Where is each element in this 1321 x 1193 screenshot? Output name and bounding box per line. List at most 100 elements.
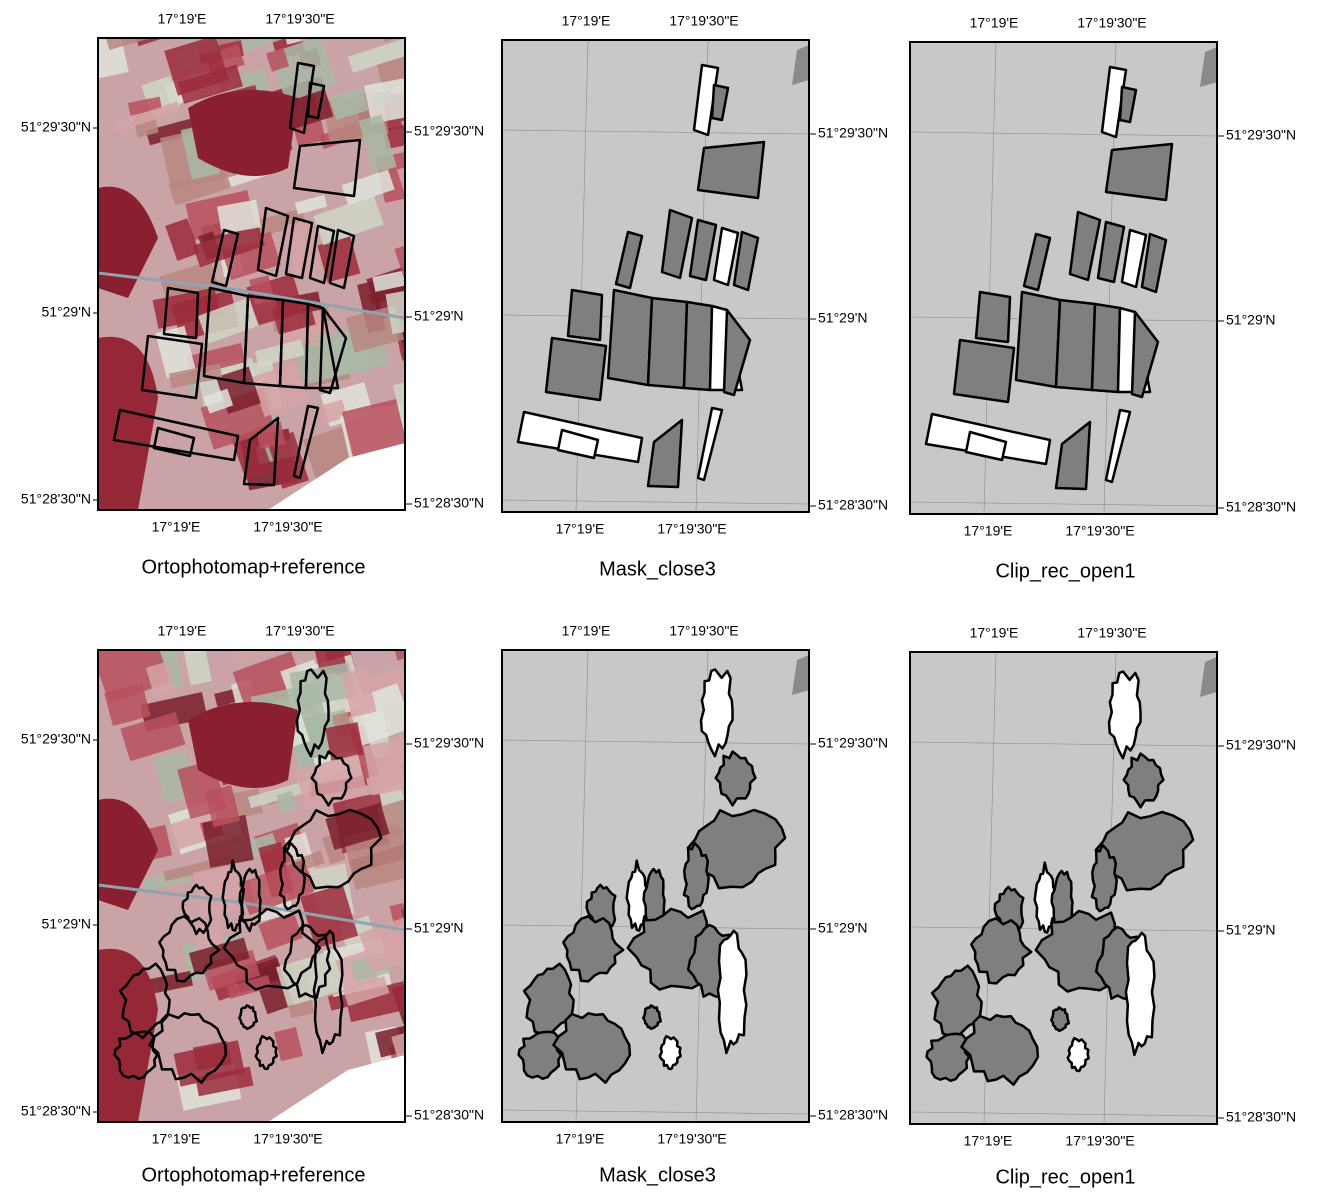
panel-caption: Ortophotomap+reference [141, 1164, 365, 1186]
top-tick-label: 17°19'E [158, 623, 207, 639]
right-tick-label: 51°29'N [818, 310, 868, 326]
image-patch [452, 965, 496, 1022]
left-tick-label: 51°28'30"N [21, 491, 91, 507]
map-content [81, 0, 528, 510]
field-outline [608, 290, 652, 385]
image-patch [330, 591, 371, 631]
image-patch [418, 327, 470, 353]
bottom-tick-label: 17°19'E [556, 521, 605, 537]
map-content [910, 42, 1217, 514]
field-outline [954, 340, 1014, 402]
image-patch [435, 966, 486, 1008]
right-tick-label: 51°28'30"N [414, 1107, 484, 1123]
image-patch [442, 821, 462, 836]
bottom-tick-label: 17°19'30"E [253, 1131, 322, 1147]
image-patch [429, 364, 481, 388]
right-tick-label: 51°29'30"N [414, 735, 484, 751]
top-tick-label: 17°19'30"E [265, 623, 334, 639]
panel-caption: Ortophotomap+reference [141, 556, 365, 578]
field-outline [1092, 304, 1120, 392]
image-patch [270, 0, 306, 3]
bottom-tick-label: 17°19'30"E [253, 519, 322, 535]
map-panel: 17°19'E 17°19'30"E 17°19'E 17°19'30"E 51°29'… [21, 0, 529, 578]
field-outline [568, 290, 602, 340]
image-patch [274, 577, 334, 620]
top-tick-label: 17°19'30"E [1077, 625, 1146, 641]
top-tick-label: 17°19'E [970, 15, 1019, 31]
image-patch [455, 815, 502, 853]
top-tick-label: 17°19'30"E [1077, 15, 1146, 31]
right-tick-label: 51°29'N [1226, 922, 1276, 938]
top-tick-label: 17°19'E [158, 11, 207, 27]
image-patch [408, 765, 479, 796]
right-tick-label: 51°29'30"N [818, 125, 888, 141]
panel-caption: Clip_rec_open1 [995, 560, 1135, 582]
map-panel: 17°19'E 17°19'30"E 17°19'E 17°19'30"E 51°29'… [910, 15, 1296, 583]
image-patch [405, 365, 431, 390]
image-patch [442, 245, 467, 280]
bottom-tick-label: 17°19'30"E [657, 521, 726, 537]
field-outline [1016, 292, 1060, 387]
image-patch [352, 581, 389, 607]
figure: 17°19'E 17°19'30"E 17°19'E 17°19'30"E 51°29'… [0, 0, 1321, 1193]
image-patch [427, 90, 503, 147]
image-patch [81, 27, 128, 80]
left-tick-label: 51°29'N [41, 304, 91, 320]
left-tick-label: 51°29'N [41, 916, 91, 932]
image-patch [455, 852, 489, 889]
bottom-tick-label: 17°19'E [152, 1131, 201, 1147]
image-patch [405, 195, 440, 220]
map-content [910, 652, 1217, 1124]
panel-caption: Clip_rec_open1 [995, 1166, 1135, 1188]
right-tick-label: 51°29'N [414, 920, 464, 936]
bottom-tick-label: 17°19'30"E [657, 1131, 726, 1147]
right-tick-label: 51°29'N [818, 920, 868, 936]
image-patch [414, 768, 477, 808]
field-outline [698, 142, 764, 198]
top-tick-label: 17°19'E [562, 623, 611, 639]
field-outline [976, 292, 1010, 342]
image-patch [440, 368, 480, 388]
field-outline [1106, 144, 1172, 200]
map-panel: 17°19'E 17°19'30"E 17°19'E 17°19'30"E 51°29'… [502, 13, 888, 581]
map-panel: 17°19'E 17°19'30"E 17°19'E 17°19'30"E 51°29'… [21, 539, 523, 1186]
right-tick-label: 51°28'30"N [1226, 499, 1296, 515]
bottom-tick-label: 17°19'30"E [1065, 523, 1134, 539]
image-patch [417, 765, 492, 814]
field-outline [684, 302, 712, 390]
left-tick-label: 51°29'30"N [21, 731, 91, 747]
top-tick-label: 17°19'30"E [265, 11, 334, 27]
map-content [502, 650, 809, 1122]
image-patch [401, 749, 450, 778]
top-tick-label: 17°19'30"E [669, 13, 738, 29]
right-tick-label: 51°28'30"N [414, 495, 484, 511]
image-patch [424, 367, 455, 417]
map-panel: 17°19'E17°19'30"E17°19'E17°19'30"E51°29'… [910, 625, 1296, 1189]
image-patch [359, 539, 430, 583]
right-tick-label: 51°29'30"N [1226, 737, 1296, 753]
image-patch [430, 168, 469, 196]
bottom-tick-label: 17°19'E [152, 519, 201, 535]
panel-caption: Mask_close3 [599, 558, 716, 580]
image-patch [371, 0, 424, 42]
image-patch [233, 585, 267, 628]
field-outline [1056, 300, 1095, 390]
image-patch [328, 0, 369, 10]
right-tick-label: 51°29'N [1226, 312, 1276, 328]
map-content [502, 40, 809, 512]
image-patch [453, 994, 491, 1045]
top-tick-label: 17°19'E [562, 13, 611, 29]
right-tick-label: 51°28'30"N [818, 1107, 888, 1123]
right-tick-label: 51°29'30"N [818, 735, 888, 751]
image-patch [421, 146, 492, 187]
right-tick-label: 51°28'30"N [818, 497, 888, 513]
right-tick-label: 51°29'30"N [414, 123, 484, 139]
right-tick-label: 51°29'N [414, 308, 464, 324]
left-tick-label: 51°29'30"N [21, 119, 91, 135]
top-tick-label: 17°19'30"E [669, 623, 738, 639]
right-tick-label: 51°29'30"N [1226, 127, 1296, 143]
bottom-tick-label: 17°19'E [964, 1133, 1013, 1149]
bottom-tick-label: 17°19'E [964, 523, 1013, 539]
field-outline [648, 298, 687, 388]
